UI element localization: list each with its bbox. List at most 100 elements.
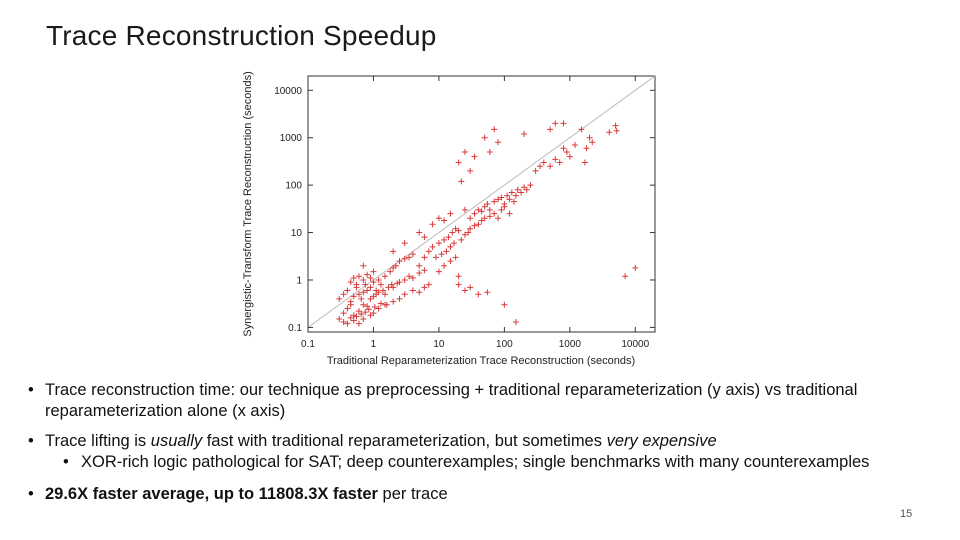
data-point xyxy=(581,159,588,166)
bullet-text-part: per trace xyxy=(377,485,448,503)
data-point xyxy=(390,298,397,305)
data-point xyxy=(370,268,377,275)
data-point xyxy=(355,291,362,298)
data-point xyxy=(441,262,448,269)
data-point xyxy=(416,262,423,269)
x-axis-title: Traditional Reparameterization Trace Rec… xyxy=(327,355,635,367)
x-tick-label: 1000 xyxy=(559,339,582,350)
bullet-item: Trace lifting is usually fast with tradi… xyxy=(28,431,908,473)
data-point xyxy=(613,127,620,134)
data-point xyxy=(396,295,403,302)
data-point xyxy=(458,178,465,185)
data-point xyxy=(375,276,382,283)
data-point xyxy=(486,148,493,155)
data-point xyxy=(360,289,367,296)
x-tick-label: 100 xyxy=(496,339,513,350)
data-point xyxy=(441,236,448,243)
data-point xyxy=(491,126,498,133)
data-point xyxy=(508,189,515,196)
data-point xyxy=(498,206,505,213)
speedup-highlight: 29.6X faster average, up to 11808.3X fas… xyxy=(45,485,378,503)
data-point xyxy=(461,148,468,155)
data-point xyxy=(495,196,502,203)
data-point xyxy=(360,316,367,323)
data-point xyxy=(612,122,619,129)
data-point xyxy=(409,251,416,258)
data-point xyxy=(421,284,428,291)
data-point xyxy=(447,258,454,265)
data-point xyxy=(416,270,423,277)
data-point xyxy=(375,305,382,312)
data-point xyxy=(465,229,472,236)
data-point xyxy=(347,279,354,286)
sub-bullet-list: XOR-rich logic pathological for SAT; dee… xyxy=(45,452,908,473)
data-point xyxy=(364,303,371,310)
data-point xyxy=(396,258,403,265)
bullet-item: Trace reconstruction time: our technique… xyxy=(28,380,908,422)
data-point xyxy=(377,300,384,307)
data-point xyxy=(365,306,372,313)
data-point xyxy=(421,234,428,241)
data-point xyxy=(445,234,452,241)
data-point xyxy=(401,240,408,247)
data-point xyxy=(435,240,442,247)
data-point xyxy=(421,254,428,261)
data-point xyxy=(578,126,585,133)
data-point xyxy=(360,276,367,283)
data-point xyxy=(583,145,590,152)
bullet-item: 29.6X faster average, up to 11808.3X fas… xyxy=(28,484,908,505)
data-point xyxy=(355,308,362,315)
data-point xyxy=(486,213,493,220)
data-point xyxy=(370,279,377,286)
data-point xyxy=(560,145,567,152)
data-point xyxy=(429,243,436,250)
data-point xyxy=(447,243,454,250)
plot-frame xyxy=(307,75,656,333)
data-point xyxy=(536,163,543,170)
y-tick-label: 10000 xyxy=(274,86,302,97)
data-point xyxy=(475,221,482,228)
data-point xyxy=(518,189,525,196)
data-point xyxy=(481,215,488,222)
data-point xyxy=(394,280,401,287)
x-tick-label: 10000 xyxy=(621,339,649,350)
data-point xyxy=(452,254,459,261)
data-point xyxy=(350,293,357,300)
data-point xyxy=(586,134,593,141)
data-point xyxy=(344,287,351,294)
bullet-text-part: fast with traditional reparameterization… xyxy=(202,432,607,450)
data-point xyxy=(344,305,351,312)
data-point xyxy=(491,198,498,205)
data-point xyxy=(478,208,485,215)
data-point xyxy=(540,159,547,166)
data-point xyxy=(498,194,505,201)
data-point xyxy=(347,314,354,321)
bullet-text: Trace reconstruction time: our technique… xyxy=(45,381,858,420)
data-point xyxy=(455,273,462,280)
data-point xyxy=(340,291,347,298)
data-point xyxy=(350,275,357,282)
data-point xyxy=(455,159,462,166)
data-point xyxy=(484,201,491,207)
data-point xyxy=(429,221,436,228)
data-point xyxy=(443,248,450,255)
data-point xyxy=(455,227,462,234)
data-point xyxy=(387,268,394,275)
data-point xyxy=(383,301,390,308)
data-point xyxy=(381,291,388,298)
data-point xyxy=(514,186,521,193)
y-tick-label: 1 xyxy=(296,275,302,286)
y-tick-label: 0.1 xyxy=(288,323,302,334)
data-point xyxy=(340,310,347,317)
data-point xyxy=(362,309,369,316)
data-point xyxy=(475,206,482,213)
data-point xyxy=(380,287,387,294)
data-point xyxy=(421,267,428,274)
data-point xyxy=(486,206,493,213)
data-point xyxy=(532,167,539,174)
data-point xyxy=(467,284,474,291)
data-point xyxy=(547,163,554,170)
data-point xyxy=(364,287,371,294)
data-point xyxy=(336,295,343,302)
y-axis-title: Synergistic-Transform Trace Reconstructi… xyxy=(242,71,254,337)
